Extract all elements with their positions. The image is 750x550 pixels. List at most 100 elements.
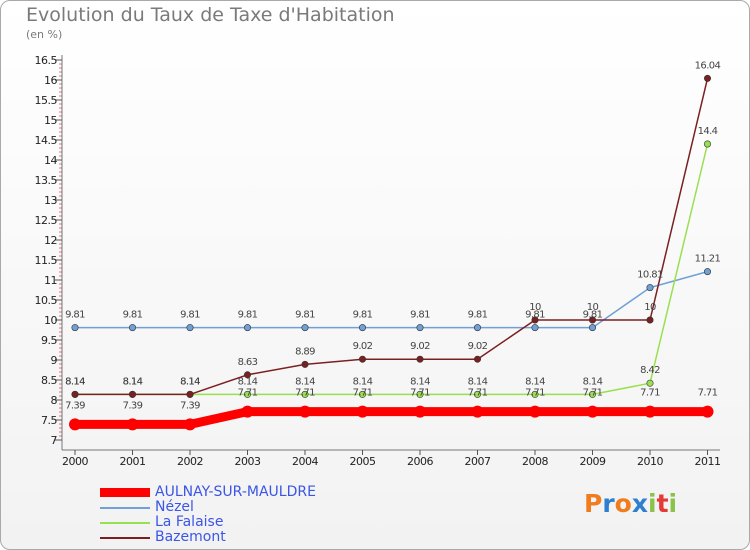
data-point-nezel: [588, 324, 596, 332]
legend-swatch-aulnay: [100, 488, 150, 497]
data-point-bazemont: [646, 316, 654, 324]
data-point-bazemont: [358, 355, 366, 363]
x-tick-label: 2000: [62, 455, 88, 468]
data-point-la-falaise: [358, 390, 366, 398]
data-point-bazemont: [703, 74, 711, 82]
data-point-aulnay-sur-mauldre: [126, 418, 139, 431]
data-point-bazemont: [531, 316, 539, 324]
y-tick-label: 12.5: [35, 214, 58, 227]
data-label-la-falaise: 8.14: [525, 376, 545, 387]
y-tick-label: 11.5: [35, 254, 58, 267]
series-line-la-falaise: [75, 143, 709, 396]
data-label-bazemont: 9.02: [353, 341, 373, 352]
y-tick-label: 12: [44, 234, 57, 247]
logo-letter: x: [631, 489, 648, 518]
series-line-aulnay-sur-mauldre: [75, 407, 708, 429]
y-tick-label: 9.5: [41, 334, 57, 347]
data-label-aulnay-sur-mauldre: 7.39: [123, 400, 143, 411]
x-tick-label: 2008: [522, 455, 548, 468]
data-label-la-falaise: 8.14: [123, 376, 143, 387]
data-points: [69, 74, 714, 431]
y-tick-label: 15.5: [35, 94, 58, 107]
data-label-la-falaise: 8.42: [640, 365, 660, 376]
data-point-aulnay-sur-mauldre: [701, 405, 714, 418]
data-point-nezel: [473, 324, 481, 332]
data-label-aulnay-sur-mauldre: 7.71: [410, 388, 430, 399]
data-point-aulnay-sur-mauldre: [241, 405, 254, 418]
data-label-nezel: 9.81: [238, 310, 258, 321]
y-tick-label: 10.5: [35, 294, 58, 307]
data-label-bazemont: 9.02: [468, 341, 488, 352]
legend-swatch-nezel: [100, 507, 150, 509]
data-point-aulnay-sur-mauldre: [644, 405, 656, 418]
axes: 7 7.5 8 8.5 9 9.5 10 10.5 11 11.5 12 12.5 13 13.5 14 14…: [35, 54, 722, 468]
data-point-nezel: [186, 324, 194, 332]
data-point-aulnay-sur-mauldre: [184, 418, 196, 431]
data-point-bazemont: [244, 371, 252, 379]
data-point-aulnay-sur-mauldre: [414, 405, 426, 418]
x-tick-label: 2011: [695, 455, 721, 468]
data-label-nezel: 9.81: [525, 310, 545, 321]
data-label-la-falaise: 8.14: [353, 376, 373, 387]
y-tick-label: 16.5: [35, 54, 58, 67]
data-label-aulnay-sur-mauldre: 7.71: [525, 388, 545, 399]
data-label-la-falaise: 8.14: [180, 376, 200, 387]
data-point-la-falaise: [588, 390, 596, 398]
data-point-nezel: [703, 268, 711, 276]
legend-swatch-bazemont: [100, 537, 150, 539]
data-label-aulnay-sur-mauldre: 7.39: [65, 400, 85, 411]
y-tick-label: 13: [44, 194, 57, 207]
data-label-la-falaise: 8.14: [65, 376, 85, 387]
y-tick-label: 14: [44, 154, 57, 167]
chart-title: Evolution du Taux de Taxe d'Habitation: [26, 4, 395, 26]
logo-letter: r: [602, 489, 615, 518]
logo-letter: i: [668, 489, 678, 518]
logo-letter: i: [648, 489, 657, 518]
data-point-aulnay-sur-mauldre: [471, 405, 484, 418]
data-label-aulnay-sur-mauldre: 7.71: [295, 388, 315, 399]
data-label-la-falaise: 8.14: [583, 376, 603, 387]
x-tick-label: 2002: [177, 455, 203, 468]
data-label-bazemont: 8.14: [180, 376, 200, 387]
data-label-aulnay-sur-mauldre: 7.71: [468, 388, 488, 399]
data-label-bazemont: 8.63: [238, 357, 258, 368]
data-label-bazemont: 8.14: [123, 376, 143, 387]
y-tick-label: 14.5: [35, 134, 58, 147]
y-tick-label: 16: [44, 74, 57, 87]
y-tick-label: 9: [51, 354, 58, 367]
data-label-la-falaise: 8.14: [410, 376, 430, 387]
y-tick-label: 10: [44, 314, 57, 327]
data-point-nezel: [244, 324, 252, 332]
data-label-nezel: 9.81: [468, 310, 488, 321]
x-tick-label: 2001: [120, 455, 146, 468]
data-labels: 9.81 9.81 9.81 9.81 9.81 9.81 9.81 9.81 9.81 9.81…: [65, 60, 721, 411]
data-label-nezel: 11.21: [695, 254, 721, 265]
data-point-bazemont: [473, 355, 481, 363]
x-tick-label: 2003: [235, 455, 261, 468]
logo-letter: P: [584, 489, 603, 518]
legend-label: Nézel: [155, 499, 194, 515]
data-label-nezel: 9.81: [123, 310, 143, 321]
data-point-aulnay-sur-mauldre: [529, 405, 541, 418]
data-point-la-falaise: [531, 390, 539, 398]
data-point-la-falaise: [473, 390, 481, 398]
y-tick-label: 7.5: [41, 414, 57, 427]
data-label-aulnay-sur-mauldre: 7.39: [180, 400, 200, 411]
data-point-aulnay-sur-mauldre: [299, 405, 311, 418]
data-point-la-falaise: [244, 390, 252, 398]
y-tick-label: 13.5: [35, 174, 58, 187]
data-label-la-falaise: 14.4: [698, 126, 718, 137]
data-label-nezel: 9.81: [410, 310, 430, 321]
data-point-bazemont: [129, 390, 137, 398]
data-point-nezel: [301, 324, 309, 332]
data-label-la-falaise: 8.14: [468, 376, 488, 387]
data-label-nezel: 9.81: [295, 310, 315, 321]
legend-label: AULNAY-SUR-MAULDRE: [155, 484, 316, 500]
data-point-aulnay-sur-mauldre: [356, 405, 369, 418]
logo-letter: t: [656, 489, 669, 518]
y-tick-label: 7: [51, 434, 58, 447]
data-point-la-falaise: [416, 390, 424, 398]
legend-swatch-la-falaise: [100, 522, 150, 524]
data-label-bazemont: 10: [587, 302, 599, 313]
